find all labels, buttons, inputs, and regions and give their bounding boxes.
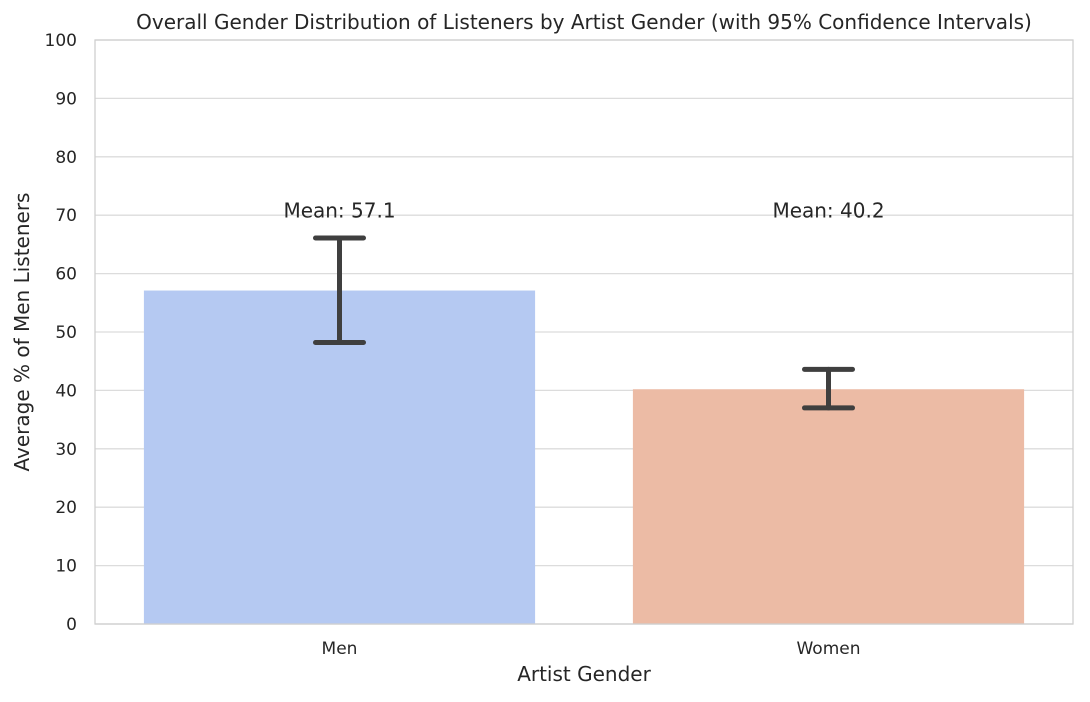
y-tick-label: 70 — [55, 206, 77, 226]
y-tick-label: 100 — [45, 31, 77, 51]
y-tick-label: 0 — [66, 615, 77, 635]
bar — [143, 290, 536, 624]
y-tick-label: 20 — [55, 498, 77, 518]
y-tick-label: 50 — [55, 323, 77, 343]
plot-frame — [94, 39, 1074, 625]
mean-annotation: Mean: 40.2 — [772, 198, 884, 222]
mean-annotations: Mean: 57.1 Mean: 40.2 — [283, 198, 884, 222]
y-tick-label: 30 — [55, 440, 77, 460]
y-tick-label: 90 — [55, 89, 77, 109]
y-tick-label: 40 — [55, 381, 77, 401]
y-tick-label: 10 — [55, 557, 77, 577]
chart-title: Overall Gender Distribution of Listeners… — [136, 10, 1032, 34]
y-axis-label: Average % of Men Listeners — [10, 193, 34, 472]
y-tick-label: 80 — [55, 148, 77, 168]
y-tick-labels: 0 10 20 30 40 50 60 70 80 90 100 — [45, 31, 77, 635]
x-tick-label: Women — [796, 639, 860, 659]
mean-annotation: Mean: 57.1 — [283, 198, 395, 222]
x-axis-label: Artist Gender — [517, 662, 651, 686]
y-tick-label: 60 — [55, 265, 77, 285]
bar — [632, 389, 1025, 624]
error-bars — [313, 235, 855, 411]
bars — [143, 290, 1025, 624]
x-tick-labels: Men Women — [322, 639, 861, 659]
x-tick-label: Men — [322, 639, 358, 659]
